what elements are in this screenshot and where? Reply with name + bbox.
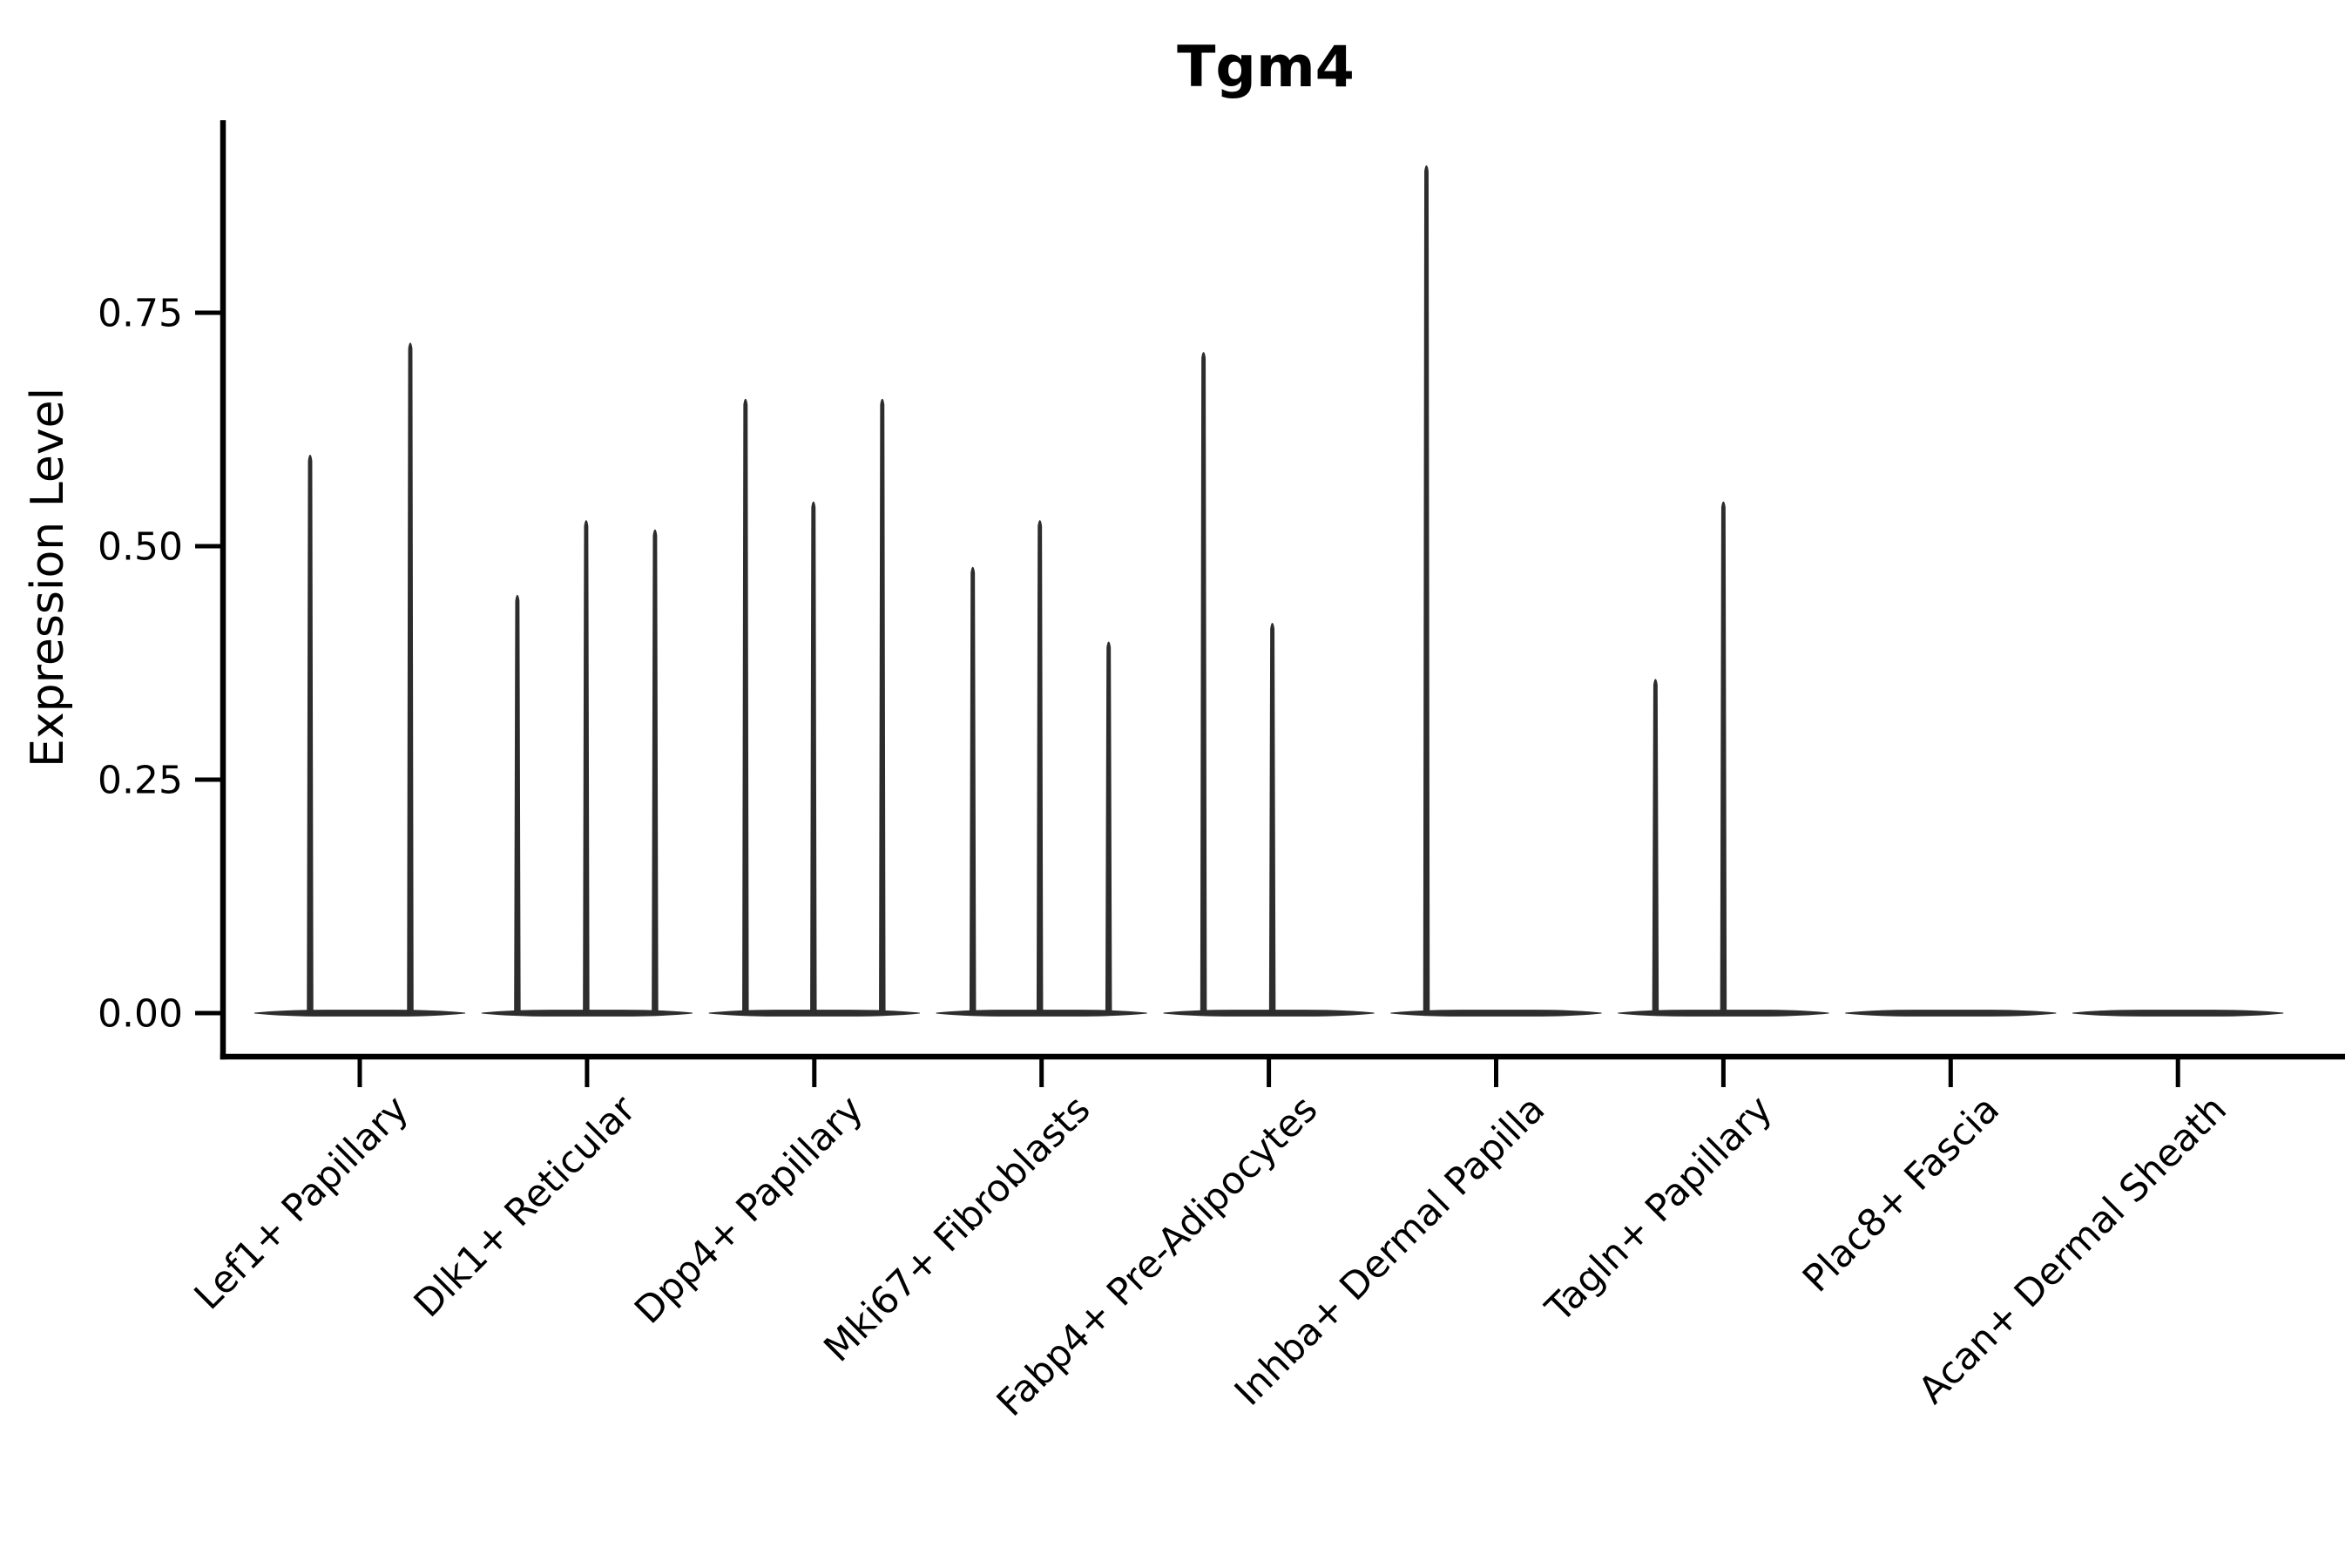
y-axis-label: Expression Level: [22, 388, 74, 767]
violin-spike: [583, 520, 590, 1014]
violin-spike: [1652, 679, 1659, 1014]
y-tick-label: 0.50: [98, 524, 183, 569]
x-tick-label: Dlk1+ Reticular: [406, 1087, 645, 1326]
violin-spike: [652, 529, 659, 1014]
y-tick-label: 0.75: [98, 291, 183, 335]
x-tick-label: Plac8+ Fascia: [1794, 1087, 2008, 1301]
x-tick-label: Lef1+ Papillary: [186, 1087, 417, 1318]
x-tick-label: Tagln+ Papillary: [1537, 1087, 1781, 1331]
violin-spike: [879, 398, 886, 1014]
violin-spike: [307, 455, 314, 1014]
violin-baseline-bar: [1390, 1010, 1602, 1017]
violin-baseline-bar: [1163, 1010, 1375, 1017]
violin-baseline-bar: [2072, 1010, 2284, 1017]
violin-spike: [1036, 520, 1044, 1014]
y-tick-label: 0.00: [98, 991, 183, 1036]
violin-baseline-bar: [253, 1010, 466, 1017]
violin-spike: [969, 566, 977, 1014]
axes-layer: [195, 120, 2345, 1087]
y-tick-label: 0.25: [98, 758, 183, 802]
violin-baseline-bar: [1845, 1010, 2057, 1017]
x-tick-label: Dpp4+ Papillary: [626, 1087, 871, 1332]
chart-title: Tgm4: [1177, 35, 1355, 100]
violin-spike: [407, 342, 414, 1014]
violin-spike: [810, 501, 817, 1014]
violin-spike: [1105, 641, 1112, 1014]
violin-spike: [514, 594, 521, 1014]
violin-layer: [253, 165, 2284, 1017]
violin-spike: [742, 398, 749, 1014]
violin-spike: [1423, 165, 1430, 1014]
violin-spike: [1200, 352, 1207, 1014]
violin-spike: [1720, 501, 1727, 1014]
violin-spike: [1268, 623, 1276, 1014]
